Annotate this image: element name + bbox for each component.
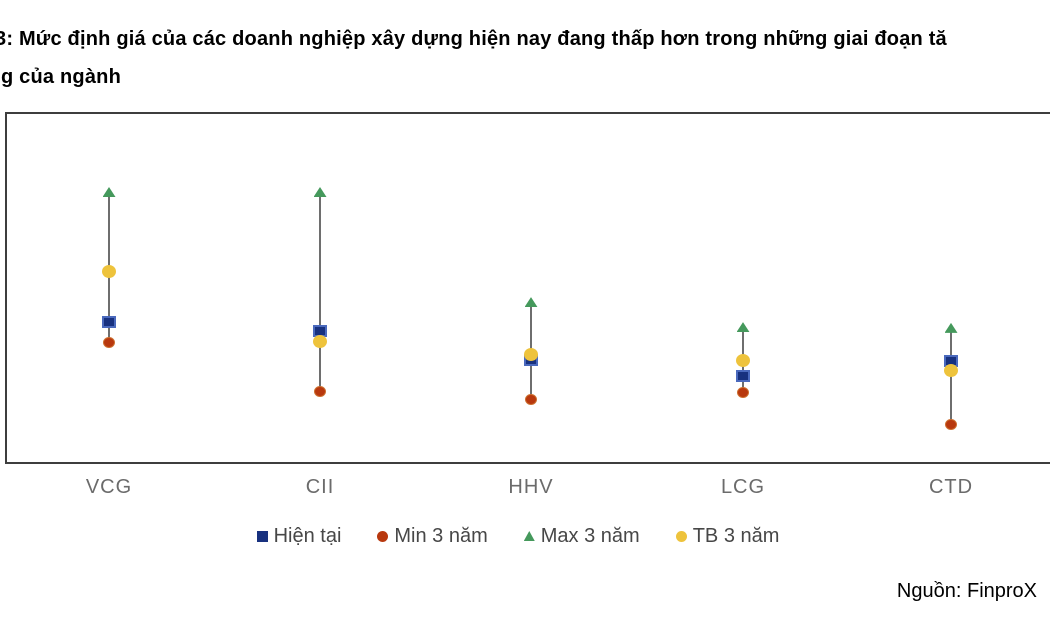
current-marker-square [736,370,750,383]
avg-marker-circle [313,335,327,349]
legend-label: Min 3 năm [394,524,488,547]
legend-label: TB 3 năm [692,524,780,547]
avg-marker-circle [102,264,116,278]
max-marker-triangle [736,322,750,333]
legend: Hiện tại Min 3 năm Max 3 năm TB 3 năm [0,521,1043,551]
x-axis-label: CII [305,476,335,498]
x-axis-label: CTD [928,476,974,498]
figure-title-line1: 3: Mức định giá của các doanh nghiệp xây… [0,28,947,50]
max-marker-triangle [524,297,538,308]
max-marker-triangle [944,322,958,333]
circle-marker-icon [675,530,687,542]
avg-marker-circle [736,354,750,368]
max-marker-triangle [313,186,327,197]
min-marker-circle [945,419,957,431]
plot-area [5,112,1050,464]
square-marker-icon [256,530,268,542]
legend-item-current: Hiện tại [256,524,342,548]
legend-label: Max 3 năm [540,524,640,547]
min-marker-circle [525,394,537,406]
avg-marker-circle [524,348,538,362]
legend-item-min: Min 3 năm [377,524,488,548]
min-marker-circle [737,387,749,399]
circle-marker-icon [377,530,389,542]
legend-item-max: Max 3 năm [523,524,640,548]
avg-marker-circle [944,363,958,377]
min-marker-circle [314,386,326,398]
x-axis-label: VCG [85,476,133,498]
range-line [950,329,952,426]
range-line [319,193,321,393]
max-marker-triangle [102,186,116,197]
current-marker-square [102,315,116,328]
plot-markers-layer [7,114,1050,462]
x-axis-label: HHV [508,476,554,498]
source-note: Nguồn: FinproX [896,580,1037,602]
figure-title-line2: g của ngành [1,66,121,88]
figure-title: 3: Mức định giá của các doanh nghiệp xây… [0,20,1050,96]
legend-label: Hiện tại [273,524,342,547]
triangle-marker-icon [523,531,535,541]
legend-item-avg: TB 3 năm [675,524,780,548]
x-axis-label: LCG [720,476,766,498]
min-marker-circle [103,337,115,349]
